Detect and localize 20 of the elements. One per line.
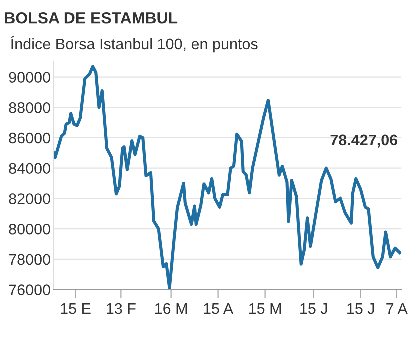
x-tick-label: 7 A: [386, 304, 408, 314]
y-tick-label: 90000: [9, 72, 50, 83]
y-tick-label: 78000: [9, 254, 50, 266]
y-tick-label: 86000: [9, 132, 50, 144]
y-tick-label: 76000: [9, 284, 50, 296]
x-tick-label: 15 M: [249, 304, 282, 314]
chart-title: BOLSA DE ESTAMBUL: [5, 12, 178, 24]
y-tick-label: 82000: [9, 194, 50, 204]
x-tick-label: 15 J: [348, 304, 374, 314]
x-tick-label: 15 A: [204, 304, 234, 314]
y-tick-label: 88000: [9, 102, 50, 114]
x-tick-label: 15 J: [300, 304, 328, 314]
x-tick-label: 16 M: [155, 303, 188, 314]
annotation: 78.427,06: [330, 134, 398, 148]
chart-subtitle: Índice Borsa Istanbul 100, en puntos: [11, 36, 258, 53]
x-tick-label: 15 E: [61, 304, 91, 314]
line-series: [54, 65, 402, 290]
y-tick-label: 80000: [9, 224, 50, 235]
x-tick-label: 13 F: [107, 303, 136, 314]
y-tick-label: 84000: [9, 163, 50, 174]
